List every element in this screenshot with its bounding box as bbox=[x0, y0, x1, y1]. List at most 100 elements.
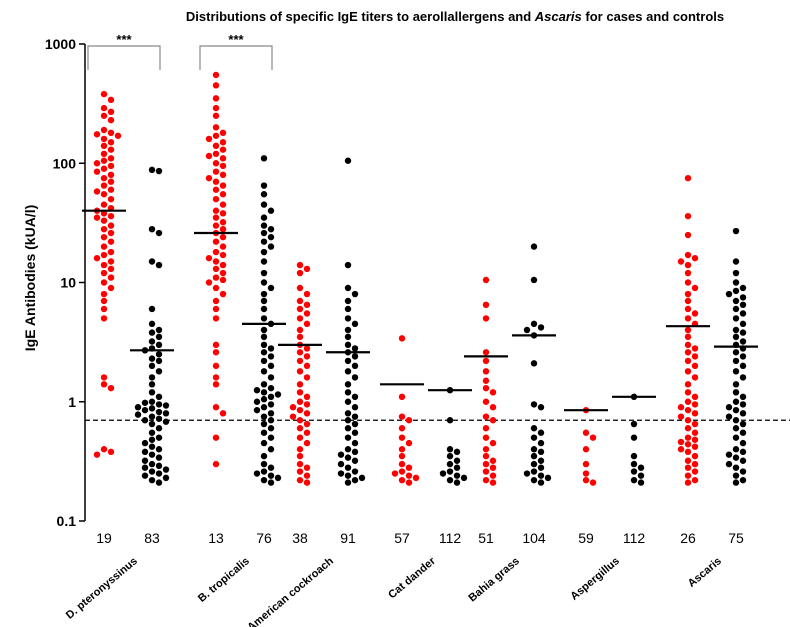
control-point bbox=[260, 182, 268, 189]
control-point bbox=[267, 207, 275, 214]
case-point bbox=[212, 258, 220, 265]
control-point bbox=[148, 398, 156, 405]
control-point bbox=[351, 468, 359, 475]
control-point bbox=[732, 454, 740, 461]
case-point bbox=[296, 297, 304, 305]
significance-label: *** bbox=[116, 32, 132, 47]
count-label: 51 bbox=[478, 530, 494, 546]
control-point bbox=[141, 417, 149, 424]
case-point bbox=[107, 108, 115, 116]
case-point bbox=[684, 381, 692, 388]
case-point bbox=[212, 222, 220, 229]
case-point bbox=[691, 353, 699, 360]
control-point bbox=[337, 460, 345, 468]
control-point bbox=[530, 468, 538, 475]
control-point bbox=[148, 405, 156, 412]
count-label: 57 bbox=[394, 530, 410, 546]
control-point bbox=[253, 386, 261, 394]
case-point bbox=[691, 362, 699, 370]
case-point bbox=[303, 420, 311, 428]
case-point bbox=[691, 468, 699, 475]
case-point bbox=[100, 165, 108, 172]
control-point bbox=[344, 389, 352, 396]
control-point bbox=[351, 353, 359, 360]
case-point bbox=[107, 116, 115, 124]
control-point bbox=[155, 333, 163, 341]
count-label: 26 bbox=[680, 530, 696, 546]
control-point bbox=[155, 357, 163, 365]
case-point bbox=[303, 439, 311, 447]
control-point bbox=[337, 451, 345, 458]
case-point bbox=[107, 195, 115, 203]
case-point bbox=[212, 381, 220, 388]
control-point bbox=[453, 448, 461, 456]
case-point bbox=[405, 439, 413, 447]
control-point bbox=[260, 413, 268, 420]
case-point bbox=[589, 434, 597, 441]
case-point bbox=[684, 305, 692, 313]
significance-bracket bbox=[87, 45, 161, 70]
control-point bbox=[351, 448, 359, 456]
control-point bbox=[141, 472, 149, 479]
control-point bbox=[351, 439, 359, 447]
case-point bbox=[100, 305, 108, 313]
case-point bbox=[212, 214, 220, 221]
control-point bbox=[274, 474, 282, 482]
control-point bbox=[344, 297, 352, 305]
control-point bbox=[148, 468, 156, 475]
case-point bbox=[677, 258, 685, 265]
case-point bbox=[212, 404, 220, 411]
title-part: for cases and controls bbox=[582, 9, 724, 24]
control-point bbox=[739, 353, 747, 360]
case-point bbox=[489, 479, 497, 486]
control-point bbox=[344, 381, 352, 388]
case-point bbox=[212, 248, 220, 256]
case-point bbox=[296, 284, 304, 292]
control-point bbox=[260, 269, 268, 277]
case-point bbox=[303, 393, 311, 401]
control-point bbox=[739, 338, 747, 345]
case-point bbox=[219, 410, 227, 417]
control-point bbox=[260, 279, 268, 286]
case-point bbox=[398, 425, 406, 432]
control-point bbox=[148, 225, 156, 233]
control-point bbox=[725, 290, 733, 298]
control-point bbox=[141, 464, 149, 471]
control-point bbox=[148, 413, 156, 420]
case-point bbox=[482, 357, 490, 365]
control-point bbox=[267, 446, 275, 453]
case-point bbox=[398, 460, 406, 468]
y-tick-label: 100 bbox=[53, 155, 77, 171]
case-point bbox=[107, 229, 115, 237]
control-point bbox=[732, 368, 740, 375]
case-point bbox=[296, 398, 304, 405]
case-point bbox=[482, 434, 490, 441]
case-point bbox=[691, 284, 699, 292]
case-point bbox=[405, 479, 413, 486]
case-point bbox=[296, 434, 304, 441]
control-point bbox=[155, 368, 163, 375]
case-point bbox=[684, 315, 692, 322]
case-point bbox=[303, 410, 311, 417]
control-point bbox=[453, 479, 461, 486]
case-point bbox=[100, 261, 108, 269]
control-point bbox=[537, 324, 545, 331]
control-point bbox=[148, 329, 156, 336]
y-tick-label: 10 bbox=[60, 275, 76, 291]
control-point bbox=[344, 261, 352, 269]
case-point bbox=[100, 90, 108, 98]
control-point bbox=[267, 353, 275, 360]
case-point bbox=[684, 464, 692, 471]
significance-label: *** bbox=[228, 32, 244, 47]
control-point bbox=[162, 402, 170, 409]
case-point bbox=[684, 290, 692, 298]
case-point bbox=[212, 274, 220, 281]
case-point bbox=[691, 410, 699, 417]
case-point bbox=[405, 472, 413, 479]
control-point bbox=[148, 443, 156, 450]
control-point bbox=[739, 468, 747, 475]
control-point bbox=[739, 410, 747, 417]
control-point bbox=[337, 470, 345, 477]
case-point bbox=[93, 131, 101, 138]
